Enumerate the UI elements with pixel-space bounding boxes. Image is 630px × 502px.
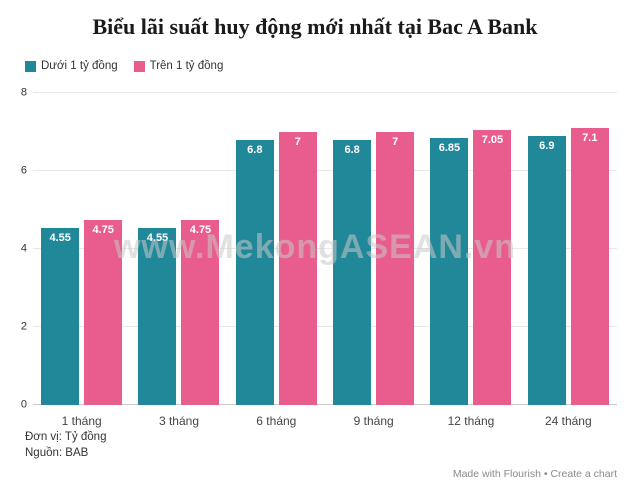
bar-value-label: 6.8: [344, 143, 360, 156]
gridline: [33, 92, 617, 93]
y-axis-label: 4: [20, 242, 27, 255]
bar-group-24-tháng: 6.9 7.1 24 tháng: [520, 93, 617, 428]
bar-series-1: 7: [376, 132, 415, 405]
bar-series-1: 4.75: [84, 219, 123, 405]
bar-value-label: 6.9: [539, 139, 555, 152]
chart-title: Biểu lãi suất huy động mới nhất tại Bac …: [92, 14, 538, 39]
legend-label: Trên 1 tỷ đồng: [149, 60, 224, 72]
bar-value-label: 6.85: [438, 141, 461, 154]
x-axis-label: 1 tháng: [61, 414, 102, 428]
legend: Dưới 1 tỷ đồng Trên 1 tỷ đồng: [25, 60, 223, 72]
bar-series-0: 6.9: [527, 135, 566, 405]
x-axis-label: 3 tháng: [158, 414, 200, 428]
bar-value-label: 6.8: [247, 143, 263, 156]
bar-series-1: 4.75: [181, 219, 220, 405]
footer-unit: Đơn vị: Tỷ đồng: [25, 431, 107, 443]
bar-chart-plot: 0 2 4 6 8 4.55 4.75 1 tháng 4.55 4.75 3 tháng 6.8 7 6…: [21, 87, 617, 428]
y-axis-label: 8: [20, 86, 27, 99]
legend-swatch: [133, 60, 145, 72]
legend-item-1[interactable]: Trên 1 tỷ đồng: [133, 60, 224, 72]
legend-label: Dưới 1 tỷ đồng: [41, 60, 118, 72]
x-axis-label: 12 tháng: [447, 414, 495, 428]
y-axis-label: 6: [20, 164, 27, 177]
bar-value-label: 4.75: [189, 223, 212, 236]
bar-group-1-tháng: 4.55 4.75 1 tháng: [33, 93, 130, 428]
y-axis-label: 0: [20, 398, 27, 411]
legend-swatch: [25, 60, 36, 72]
bar-value-label: 7.1: [582, 132, 598, 145]
bar-series-1: 7: [278, 132, 317, 405]
bar-group-6-tháng: 6.8 7 6 tháng: [228, 93, 325, 428]
bar-value-label: 4.75: [92, 223, 114, 236]
x-axis-label: 6 tháng: [256, 414, 297, 428]
bar-value-label: 7.05: [481, 134, 504, 147]
bar-series-0: 6.8: [333, 139, 372, 405]
gridline: [33, 326, 617, 327]
bar-series-0: 6.8: [235, 139, 274, 405]
y-axis-label: 2: [20, 320, 27, 333]
footer-source: Nguồn: BAB: [25, 447, 89, 459]
bar-value-label: 4.55: [146, 231, 169, 244]
bar-group-3-tháng: 4.55 4.75 3 tháng: [130, 93, 227, 428]
gridline: [33, 404, 617, 405]
bar-series-0: 6.85: [430, 137, 469, 405]
bar-series-1: 7.1: [570, 128, 609, 405]
x-axis-label: 24 tháng: [544, 414, 592, 428]
bar-series-0: 4.55: [138, 227, 177, 405]
bar-group-12-tháng: 6.85 7.05 12 tháng: [422, 93, 519, 428]
bar-group-9-tháng: 6.8 7 9 tháng: [325, 93, 422, 428]
gridline: [33, 170, 617, 171]
bar-value-label: 7: [294, 136, 301, 148]
bar-series-0: 4.55: [41, 227, 80, 405]
legend-item-0[interactable]: Dưới 1 tỷ đồng: [25, 60, 118, 72]
bar-value-label: 4.55: [49, 231, 71, 244]
bar-series-1: 7.05: [473, 130, 512, 405]
x-axis-label: 9 tháng: [353, 414, 394, 428]
bar-groups: 4.55 4.75 1 tháng 4.55 4.75 3 tháng 6.8 7 6 thán…: [33, 93, 617, 428]
gridline: [33, 248, 617, 249]
flourish-credit-link[interactable]: Made with Flourish • Create a chart: [452, 468, 617, 480]
bar-value-label: 7: [392, 136, 399, 148]
